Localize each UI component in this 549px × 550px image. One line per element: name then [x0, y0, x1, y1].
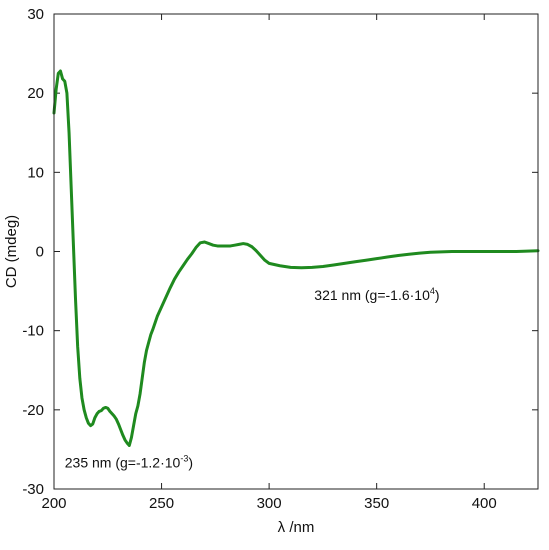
peak-annotation: 235 nm (g=-1.2·10-3) [65, 454, 193, 471]
ticks-layer: 200 250 300 350 400 -30 -20 -10 0 10 20 30 [22, 6, 538, 512]
y-tick-label: 20 [27, 85, 44, 102]
x-tick-label: 250 [149, 495, 174, 512]
y-axis-label: CD (mdeg) [3, 215, 20, 288]
y-tick-label: -20 [22, 402, 44, 419]
x-tick-label: 300 [257, 495, 282, 512]
x-tick-label: 400 [472, 495, 497, 512]
y-tick-label: 0 [36, 244, 44, 261]
x-tick-label: 200 [41, 495, 66, 512]
y-tick-label: -10 [22, 323, 44, 340]
y-tick-label: -30 [22, 481, 44, 498]
x-axis-label: λ /nm [278, 519, 315, 536]
series-layer [52, 69, 540, 447]
peak-annotation: 321 nm (g=-1.6·104) [314, 286, 439, 303]
plot-frame [53, 13, 539, 490]
y-tick-label: 30 [27, 6, 44, 23]
annotations-layer: 321 nm (g=-1.6·104) 235 nm (g=-1.2·10-3) [65, 286, 440, 471]
cd-spectrum-line [52, 69, 540, 447]
y-tick-label: 10 [27, 164, 44, 181]
x-tick-label: 350 [364, 495, 389, 512]
